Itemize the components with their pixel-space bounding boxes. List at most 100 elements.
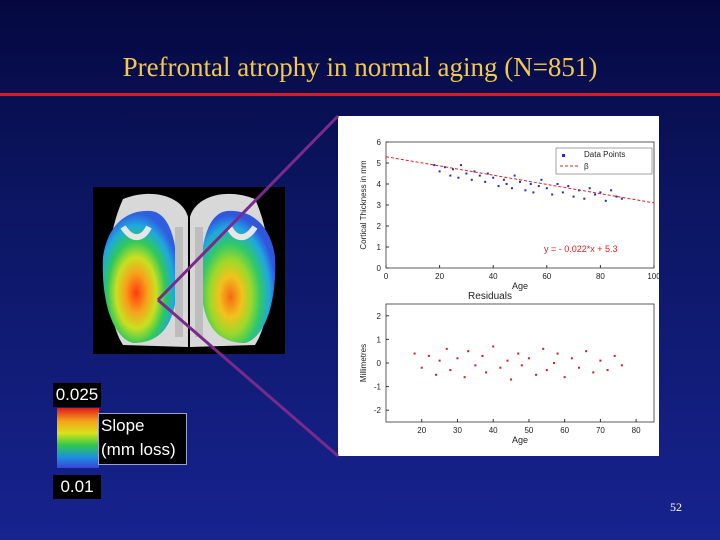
residual-point <box>527 357 530 360</box>
top-data-point <box>510 187 513 190</box>
legend-min-value: 0.01 <box>53 475 101 499</box>
top-data-point <box>588 187 591 190</box>
top-data-point <box>524 189 527 192</box>
fit-line <box>385 156 655 204</box>
top-data-point <box>497 185 500 188</box>
top-x-tick-label: 80 <box>596 272 605 281</box>
top-y-tick-label: 0 <box>377 264 382 273</box>
legend-label-box: Slope (mm loss) <box>98 413 187 465</box>
top-y-tick-label: 2 <box>377 222 382 231</box>
top-y-tick-label: 6 <box>377 138 382 147</box>
bottom-y-tick-label: -2 <box>374 406 382 415</box>
top-data-point <box>529 183 532 185</box>
residual-point <box>506 359 509 362</box>
top-x-tick-label: 100 <box>647 272 659 281</box>
residual-point <box>438 359 441 362</box>
bottom-x-tick-label: 50 <box>524 426 533 435</box>
residual-point <box>570 357 573 360</box>
bottom-x-tick-label: 80 <box>632 426 641 435</box>
residual-point <box>556 352 559 355</box>
top-data-point <box>599 191 602 194</box>
residuals-plot: Residuals 20 30 40 50 60 70 80 -2 -1 0 1 2 Age Millime… <box>359 291 655 445</box>
residual-point <box>613 354 616 357</box>
top-y-tick-label: 5 <box>377 159 382 168</box>
residual-point <box>552 362 555 364</box>
top-data-point <box>545 187 548 190</box>
top-x-tick-label: 20 <box>435 272 444 281</box>
top-data-point <box>505 183 508 185</box>
top-data-point <box>537 185 540 188</box>
residual-point <box>420 366 423 369</box>
top-data-point <box>615 195 618 198</box>
top-data-point <box>532 191 535 194</box>
top-data-point <box>620 197 623 200</box>
residual-point <box>535 373 538 376</box>
top-data-point <box>551 193 554 196</box>
top-x-axis-label: Age <box>512 281 528 291</box>
page-number: 52 <box>670 500 682 514</box>
top-data-point <box>540 178 543 181</box>
residual-point <box>599 359 602 362</box>
top-data-point <box>610 189 613 192</box>
top-data-point <box>519 180 521 183</box>
brain-illustration <box>102 193 276 347</box>
residual-point <box>485 371 488 374</box>
plot-panel: 0 20 40 60 80 100 0 1 2 3 4 5 6 Age Cortical Thickness… <box>338 116 659 456</box>
residual-point <box>435 373 438 376</box>
legend-label-line1: Slope <box>101 416 145 435</box>
residual-point <box>592 371 595 374</box>
legend-entry-data: Data Points <box>584 150 625 159</box>
top-x-tick-label: 40 <box>489 272 498 281</box>
residual-point <box>520 364 523 367</box>
residual-point <box>481 354 484 357</box>
residual-point <box>413 352 416 355</box>
bottom-y-tick-label: 1 <box>377 335 382 344</box>
top-legend: Data Points β <box>555 147 653 175</box>
top-data-point <box>478 174 481 177</box>
residual-point <box>474 364 477 367</box>
residual-point <box>467 350 470 353</box>
top-data-point <box>594 193 597 196</box>
bottom-x-tick-label: 20 <box>417 426 426 435</box>
top-data-point <box>470 178 473 181</box>
slide-title: Prefrontal atrophy in normal aging (N=85… <box>122 52 598 82</box>
top-y-tick-label: 4 <box>377 180 382 189</box>
residual-point <box>606 369 609 372</box>
top-data-point <box>452 168 454 171</box>
residual-point <box>563 376 566 379</box>
bottom-plot-title: Residuals <box>468 291 512 302</box>
top-y-tick-label: 1 <box>377 243 382 252</box>
top-data-point <box>583 197 586 200</box>
top-data-point <box>443 166 446 169</box>
residual-point <box>456 357 459 360</box>
legend-entry-fit: β <box>584 162 589 171</box>
top-data-point <box>473 170 476 173</box>
top-x-tick-label: 0 <box>384 272 389 281</box>
title-divider <box>0 93 720 96</box>
top-data-point <box>492 176 495 179</box>
top-data-point <box>486 172 489 175</box>
legend-box-frame <box>555 147 653 175</box>
residual-point <box>542 347 545 350</box>
legend-marker-data <box>562 154 565 157</box>
connector-line-upper <box>156 114 340 302</box>
top-data-point <box>438 170 441 173</box>
residual-point <box>620 364 623 367</box>
residual-point <box>517 352 520 355</box>
bottom-x-tick-label: 70 <box>596 426 605 435</box>
residual-point <box>427 354 430 357</box>
cortical-thickness-plot: 0 20 40 60 80 100 0 1 2 3 4 5 6 Age Cortical Thickness… <box>359 138 659 291</box>
top-data-point <box>572 195 575 198</box>
residual-point <box>510 378 513 381</box>
bottom-y-tick-label: 0 <box>377 359 382 368</box>
top-data-point <box>449 174 452 177</box>
bottom-x-tick-label: 30 <box>453 426 462 435</box>
connector-line-lower <box>157 298 339 458</box>
top-x-tick-label: 60 <box>542 272 551 281</box>
bottom-y-axis-label: Millimetres <box>359 344 368 382</box>
top-data-point <box>561 191 564 194</box>
fit-equation: y = - 0.022*x + 5.3 <box>544 244 618 254</box>
top-y-tick-label: 3 <box>377 201 382 210</box>
